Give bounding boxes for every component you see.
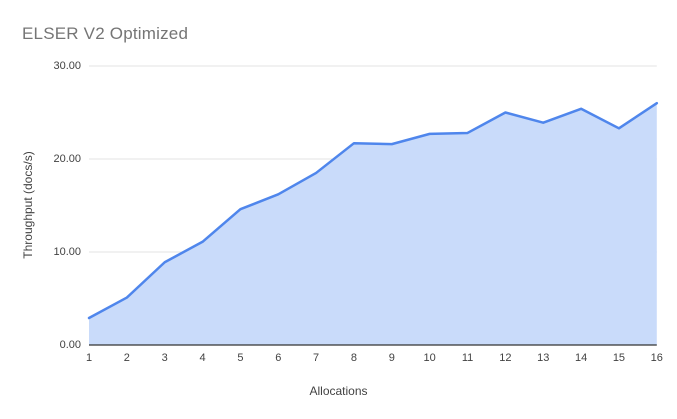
- x-tick-label: 11: [461, 352, 474, 364]
- x-tick-label: 5: [237, 352, 244, 364]
- y-tick-label: 0.00: [59, 338, 81, 351]
- x-tick-label: 8: [350, 352, 358, 364]
- x-tick-label: 15: [612, 352, 626, 364]
- x-tick-label: 3: [161, 352, 168, 364]
- y-tick-label: 20.00: [53, 152, 81, 165]
- x-tick-label: 1: [85, 352, 93, 364]
- x-axis-title: Allocations: [309, 384, 368, 398]
- x-tick-label: 13: [537, 352, 550, 364]
- y-tick-label: 30.00: [53, 59, 81, 72]
- x-tick-label: 9: [388, 352, 395, 364]
- y-tick-label: 10.00: [53, 245, 81, 258]
- x-tick-label: 2: [123, 352, 130, 364]
- x-tick-label: 4: [199, 352, 206, 364]
- area-fill: [89, 103, 657, 345]
- x-tick-label: 16: [650, 352, 663, 364]
- chart-title: ELSER V2 Optimized: [22, 24, 189, 43]
- x-tick-label: 14: [574, 352, 588, 364]
- x-tick-label: 6: [275, 352, 282, 364]
- x-tick-label: 10: [423, 352, 436, 364]
- series-line: [87, 101, 659, 320]
- x-tick-label: 7: [313, 352, 320, 364]
- x-tick-label: 12: [499, 352, 512, 364]
